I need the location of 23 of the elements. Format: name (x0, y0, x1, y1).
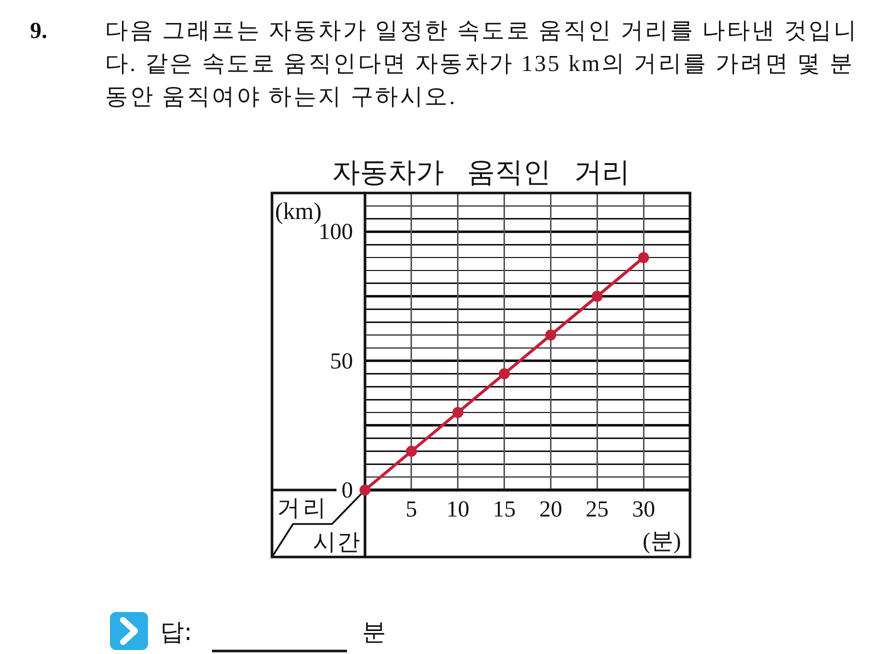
x-axis-title: (분) (642, 528, 681, 554)
x-tick-label: 25 (586, 496, 609, 522)
y-tick-label: 0 (342, 478, 353, 502)
text: 9. (30, 18, 48, 43)
y-tick-label: 50 (330, 348, 353, 374)
text: 거리 (277, 496, 329, 520)
text: 시간 (313, 530, 361, 554)
x-tick-label: 30 (632, 496, 656, 522)
x-tick-label: 10 (446, 496, 470, 522)
text: 다음 그래프는 자동차가 일정한 속도로 움직인 거리를 나타낸 것입니다. 같은 속도로 움직인다면 자동차가 135 km의 거리를 가려면 몇 분 동안 움직여야 하는지 구하시오. (105, 18, 858, 109)
chart-title: 자동차가 움직인 거리 (332, 156, 630, 188)
point (360, 484, 370, 496)
point (406, 446, 417, 457)
text: 답: (160, 618, 192, 646)
text: 분 (362, 618, 386, 646)
x-tick-label: 5 (406, 496, 418, 522)
x-tick-label: 20 (539, 496, 562, 522)
point (592, 290, 603, 302)
x-tick-label: 15 (492, 496, 516, 522)
point (498, 368, 510, 380)
point (452, 407, 464, 418)
point (638, 252, 650, 264)
point (545, 330, 556, 341)
